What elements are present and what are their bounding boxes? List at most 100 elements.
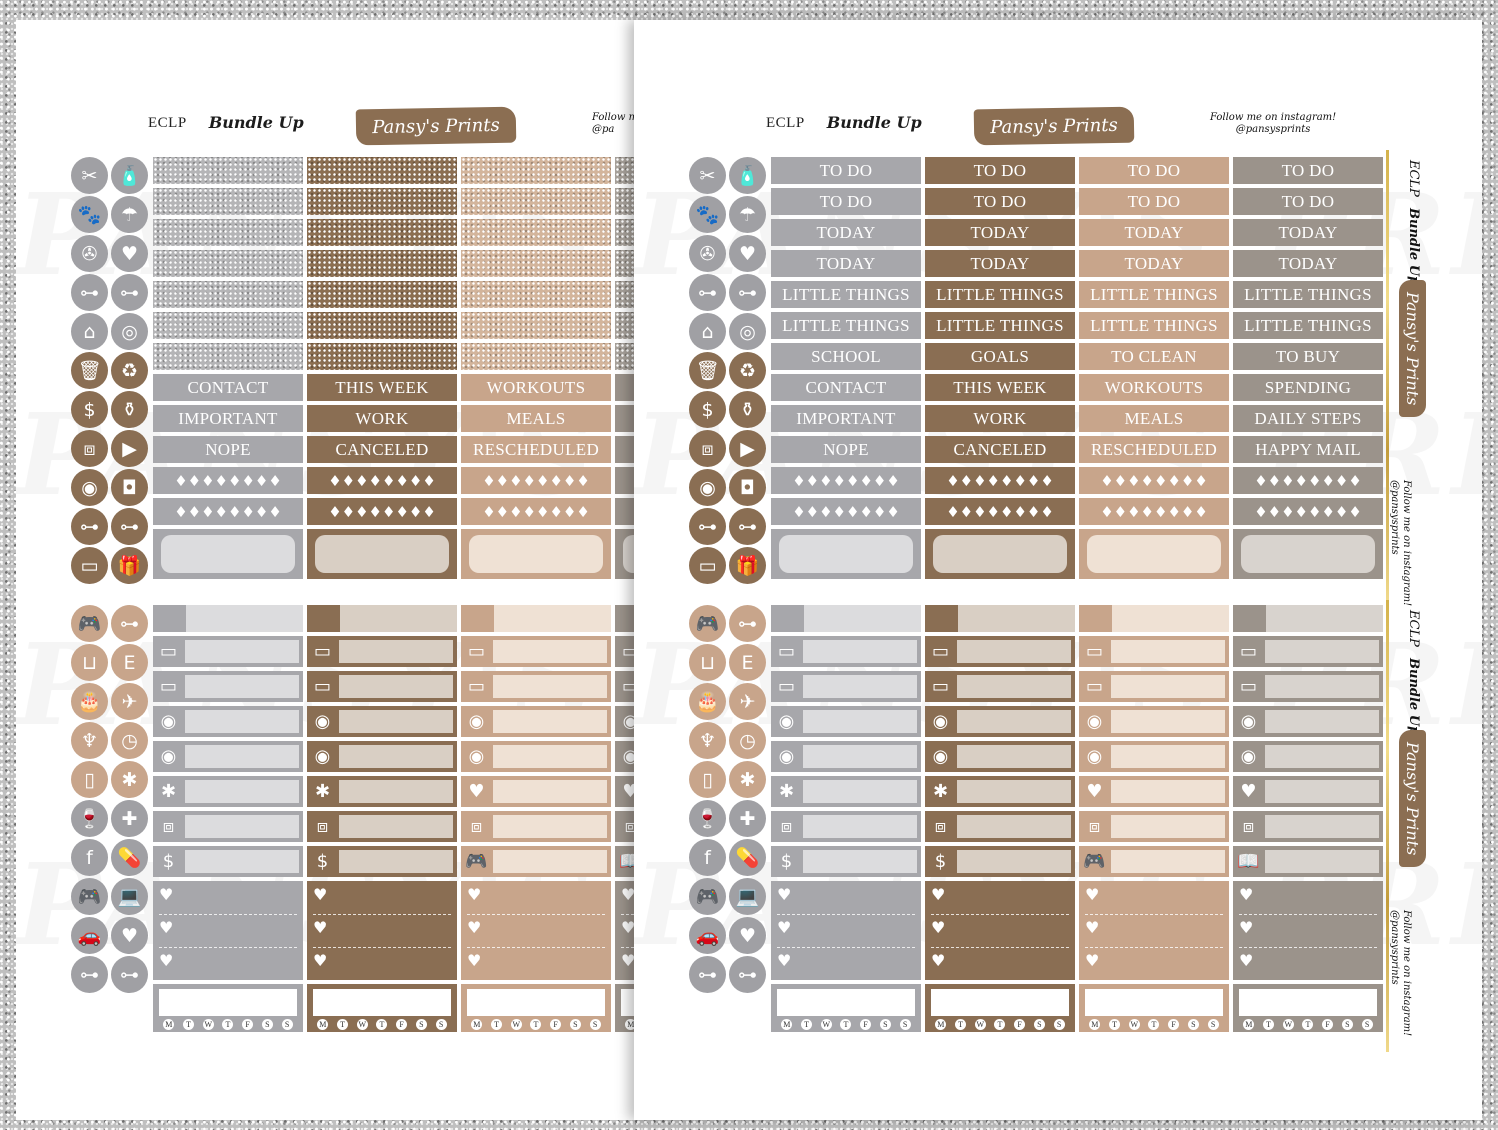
weekday-dot: S bbox=[589, 1019, 601, 1030]
label-sticker: CANCELED bbox=[925, 436, 1075, 463]
tracker-icon: ▭ bbox=[467, 676, 485, 697]
label-sticker: TODAY bbox=[771, 219, 921, 246]
water-tracker: ♦♦♦♦♦♦♦♦ bbox=[153, 498, 303, 525]
first-aid-icon: ✚ bbox=[111, 800, 148, 837]
tracker-row: ▭ bbox=[307, 636, 457, 667]
gamepad-icon: 🎮 bbox=[689, 605, 726, 642]
weekday-dot: T bbox=[994, 1019, 1006, 1030]
tools-icon: ✂ bbox=[689, 157, 726, 194]
water-tracker: ♦♦♦♦♦♦♦♦ bbox=[1233, 498, 1383, 525]
weekday-dot: W bbox=[202, 1019, 214, 1030]
house-icon: ⌂ bbox=[71, 313, 108, 350]
tracker-row: ◉ bbox=[771, 706, 921, 737]
dumbbell-icon: ⊶ bbox=[111, 956, 148, 993]
note-box bbox=[153, 529, 303, 579]
glitter-strip bbox=[307, 312, 457, 339]
tracker-icon: ▭ bbox=[621, 641, 636, 662]
gamepad-icon: 🎮 bbox=[71, 878, 108, 915]
label-sticker: TO DO bbox=[1079, 188, 1229, 215]
tracker-row: ⧈ bbox=[615, 811, 636, 842]
label-sticker: CANCELED bbox=[307, 436, 457, 463]
gold-divider bbox=[1386, 600, 1389, 1052]
water-tracker: ♦♦♦♦♦♦♦♦ bbox=[615, 498, 636, 525]
dumbbell-icon: ⊶ bbox=[729, 508, 766, 545]
weekday-dot: S bbox=[1053, 1019, 1065, 1030]
weekday-dot: S bbox=[899, 1019, 911, 1030]
spray-bottle-icon: 🧴 bbox=[111, 157, 148, 194]
tracker-row: 📖 bbox=[615, 846, 636, 877]
label-sticker: TO DO bbox=[1233, 157, 1383, 184]
tracker-row: ▭ bbox=[1233, 671, 1383, 702]
weekday-dot: W bbox=[356, 1019, 368, 1030]
label-sticker: LITTLE THINGS bbox=[1233, 281, 1383, 308]
tracker-icon: ⧈ bbox=[162, 816, 175, 837]
facebook-icon: f bbox=[71, 839, 108, 876]
label-sticker: WORKOUTS bbox=[1079, 374, 1229, 401]
car-icon: 🚗 bbox=[689, 917, 726, 954]
tracker-icon: ◉ bbox=[932, 711, 949, 732]
tracker-icon: ◉ bbox=[468, 711, 485, 732]
label-sticker: SCHOOL bbox=[771, 343, 921, 370]
glitter-strip bbox=[615, 312, 636, 339]
follow-text: Follow m @pa bbox=[592, 112, 636, 135]
label-sticker: CONTACT bbox=[771, 374, 921, 401]
weekday-dot: M bbox=[471, 1019, 483, 1030]
tracker-row: ✱ bbox=[771, 776, 921, 807]
weekday-dot: M bbox=[935, 1019, 947, 1030]
hair-dryer-icon: ✇ bbox=[71, 235, 108, 272]
checklist-box: ♥ ♥ ♥ bbox=[461, 881, 611, 980]
glitter-strip bbox=[615, 250, 636, 277]
tracker-icon: 🎮 bbox=[465, 851, 488, 872]
tracker-row: ◉ bbox=[153, 741, 303, 772]
tracker-icon: ◉ bbox=[1086, 746, 1103, 767]
brand-logo: Pansy's Prints bbox=[355, 106, 517, 146]
dumbbell-icon: ⊶ bbox=[71, 274, 108, 311]
flag-strip bbox=[307, 605, 457, 632]
glitter-strip bbox=[307, 157, 457, 184]
tracker-icon: ◉ bbox=[314, 711, 331, 732]
water-tracker: ♦♦♦♦♦♦♦♦ bbox=[1079, 467, 1229, 494]
dollar-icon: $ bbox=[689, 391, 726, 428]
paw-icon: 🐾 bbox=[689, 196, 726, 233]
tracker-row: ▭ bbox=[1233, 636, 1383, 667]
note-box bbox=[925, 529, 1075, 579]
trash-icon: 🗑 bbox=[71, 352, 108, 389]
tracker-row: ▭ bbox=[925, 671, 1075, 702]
tracker-row: ◉ bbox=[307, 741, 457, 772]
water-tracker: ♦♦♦♦♦♦♦♦ bbox=[771, 467, 921, 494]
car-icon: 🚗 bbox=[71, 917, 108, 954]
follow-text: Follow me on instagram! @pansysprints bbox=[1210, 112, 1337, 135]
tracker-icon: ◉ bbox=[622, 711, 636, 732]
weekday-dot: F bbox=[242, 1019, 254, 1030]
youtube-icon: ▶ bbox=[729, 430, 766, 467]
clock-icon: ◷ bbox=[111, 722, 148, 759]
sheet-left: PANSY'S PRINTS PANSY'S PRINTS PANSY'S PR… bbox=[16, 20, 636, 1120]
sticker-column: TO DO TO DO TODAY TODAY LITTLE THINGS LITTLE … bbox=[1079, 157, 1229, 1057]
cake-icon: 🎂 bbox=[71, 683, 108, 720]
checklist-box: ♥ ♥ ♥ bbox=[1079, 881, 1229, 980]
label-sticker: NOPE bbox=[771, 436, 921, 463]
weekday-dot: T bbox=[222, 1019, 234, 1030]
tracker-icon: ◉ bbox=[778, 711, 795, 732]
gold-divider bbox=[1386, 150, 1389, 600]
kit-title: Bundle Up bbox=[208, 113, 304, 132]
tooth-icon: ♆ bbox=[689, 722, 726, 759]
label-sticker: LITTLE THINGS bbox=[771, 312, 921, 339]
tracker-icon: ✱ bbox=[160, 781, 177, 802]
glitter-strip bbox=[307, 188, 457, 215]
water-tracker: ♦♦♦♦♦♦♦♦ bbox=[615, 467, 636, 494]
laptop-icon: 💻 bbox=[729, 878, 766, 915]
weekday-dot: W bbox=[974, 1019, 986, 1030]
weekday-dot: W bbox=[1128, 1019, 1140, 1030]
tracker-icon: ▭ bbox=[931, 641, 949, 662]
dumbbell-icon: ⊶ bbox=[71, 508, 108, 545]
tracker-row: 🎮 bbox=[1079, 846, 1229, 877]
tracker-row: 🎮 bbox=[461, 846, 611, 877]
tracker-row: 📖 bbox=[1233, 846, 1383, 877]
label-sticker: TO DO bbox=[771, 188, 921, 215]
water-tracker: ♦♦♦♦♦♦♦♦ bbox=[307, 467, 457, 494]
dumbbell-icon: ⊶ bbox=[689, 508, 726, 545]
